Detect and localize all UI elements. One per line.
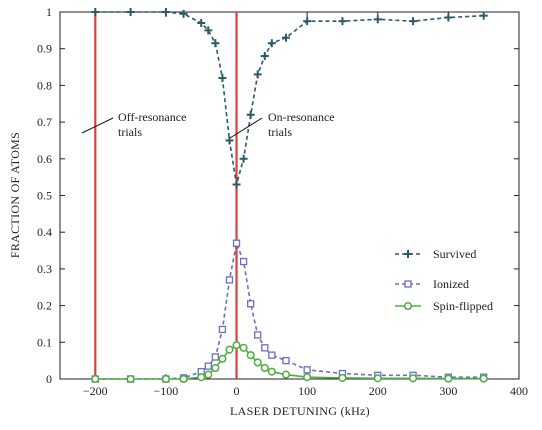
data-point-survived [197, 19, 206, 28]
data-point-survived [444, 13, 453, 22]
data-point-survived [126, 8, 135, 16]
data-point-spin-flipped [126, 374, 135, 384]
data-point-ionized [239, 257, 248, 266]
y-tick-label: 0.6 [37, 152, 52, 166]
data-point-spin-flipped [211, 363, 220, 373]
data-point-spin-flipped [239, 343, 248, 352]
y-tick-label: 0.1 [37, 335, 52, 349]
data-point-ionized [204, 362, 212, 370]
x-tick-label: 400 [510, 384, 528, 398]
data-point-survived [204, 26, 213, 35]
y-tick-label: 0.7 [37, 115, 52, 129]
data-point-ionized [254, 331, 262, 339]
x-tick-label: 0 [234, 384, 240, 398]
data-point-ionized [303, 366, 311, 374]
data-point-survived [267, 39, 276, 48]
data-point-survived [281, 33, 290, 42]
data-point-survived [373, 15, 382, 24]
plot-frame [59, 11, 520, 380]
annotation-off-resonance-line1: Off-resonance [118, 110, 186, 124]
data-point-survived [225, 136, 234, 145]
annotation-on-resonance-line1: On-resonance [268, 110, 335, 124]
data-point-ionized [247, 300, 255, 308]
data-point-ionized [232, 239, 241, 247]
data-point-survived [409, 17, 418, 26]
data-point-spin-flipped [409, 374, 418, 383]
y-tick-label: 0.5 [37, 189, 52, 203]
x-tick-label: 200 [369, 384, 387, 398]
y-tick-label: 0 [46, 372, 52, 386]
data-point-spin-flipped [161, 374, 170, 384]
x-axis-label: LASER DETUNING (kHz) [230, 404, 370, 418]
data-point-spin-flipped [303, 373, 312, 382]
data-point-spin-flipped [253, 358, 262, 367]
data-point-spin-flipped [218, 354, 227, 363]
data-point-spin-flipped [338, 373, 347, 382]
x-tick-label: −100 [154, 384, 179, 398]
legend: Survived Ionized Spin-flipped [395, 247, 493, 313]
data-point-survived [303, 17, 312, 26]
data-point-survived [161, 8, 170, 16]
legend-marker-spin-flipped [403, 301, 413, 311]
data-point-ionized [268, 351, 276, 359]
data-point-survived [211, 39, 220, 48]
y-tick-label: 0.3 [37, 262, 52, 276]
y-tick-label: 0.2 [37, 299, 52, 313]
legend-item-ionized: Ionized [395, 277, 469, 291]
data-point-spin-flipped [373, 374, 382, 383]
data-point-ionized [225, 276, 234, 284]
data-point-spin-flipped [267, 367, 276, 376]
annotation-off-resonance-line2: trials [118, 125, 142, 139]
data-point-spin-flipped [225, 345, 234, 354]
data-point-survived [260, 52, 269, 61]
data-point-survived [239, 154, 248, 163]
legend-label-survived: Survived [433, 247, 476, 261]
y-tick-label: 1 [46, 5, 52, 19]
data-point-ionized [282, 356, 290, 365]
data-point-ionized [211, 353, 220, 361]
data-point-spin-flipped [281, 370, 291, 379]
annotation-on-resonance: On-resonance trials [229, 110, 335, 139]
data-point-survived [246, 110, 255, 119]
data-point-survived [253, 70, 262, 79]
data-point-survived [338, 17, 347, 26]
legend-label-spin-flipped: Spin-flipped [433, 299, 493, 313]
legend-label-ionized: Ionized [433, 277, 469, 291]
y-tick-label: 0.4 [37, 225, 52, 239]
x-tick-label: 300 [439, 384, 457, 398]
data-point-spin-flipped [204, 370, 213, 379]
y-tick-label: 0.9 [37, 42, 52, 56]
data-point-survived [218, 74, 227, 83]
data-point-survived [232, 180, 241, 189]
data-point-spin-flipped [479, 374, 488, 383]
legend-marker-ionized [404, 280, 412, 288]
data-point-spin-flipped [444, 374, 453, 383]
y-tick-label: 0.8 [37, 78, 52, 92]
series-line-spin-flipped [95, 344, 484, 380]
data-point-spin-flipped [197, 373, 206, 382]
x-tick-label: 100 [298, 384, 316, 398]
y-axis-label: FRACTION OF ATOMS [8, 132, 22, 258]
data-point-ionized [218, 325, 227, 334]
data-point-spin-flipped [246, 351, 255, 360]
data-point-spin-flipped [179, 374, 188, 384]
legend-item-survived: Survived [395, 247, 476, 261]
data-point-spin-flipped [91, 374, 100, 384]
data-point-survived [91, 8, 100, 16]
legend-marker-survived [404, 250, 412, 258]
data-point-spin-flipped [260, 363, 269, 373]
data-point-spin-flipped [232, 341, 241, 350]
x-tick-label: −200 [83, 384, 108, 398]
series-line-survived [95, 11, 484, 185]
data-point-survived [479, 11, 488, 20]
data-point-survived [179, 9, 188, 18]
legend-item-spin-flipped: Spin-flipped [395, 299, 493, 313]
annotation-off-resonance: Off-resonance trials [81, 110, 186, 139]
data-point-ionized [261, 344, 269, 352]
annotation-on-resonance-line2: trials [268, 125, 292, 139]
